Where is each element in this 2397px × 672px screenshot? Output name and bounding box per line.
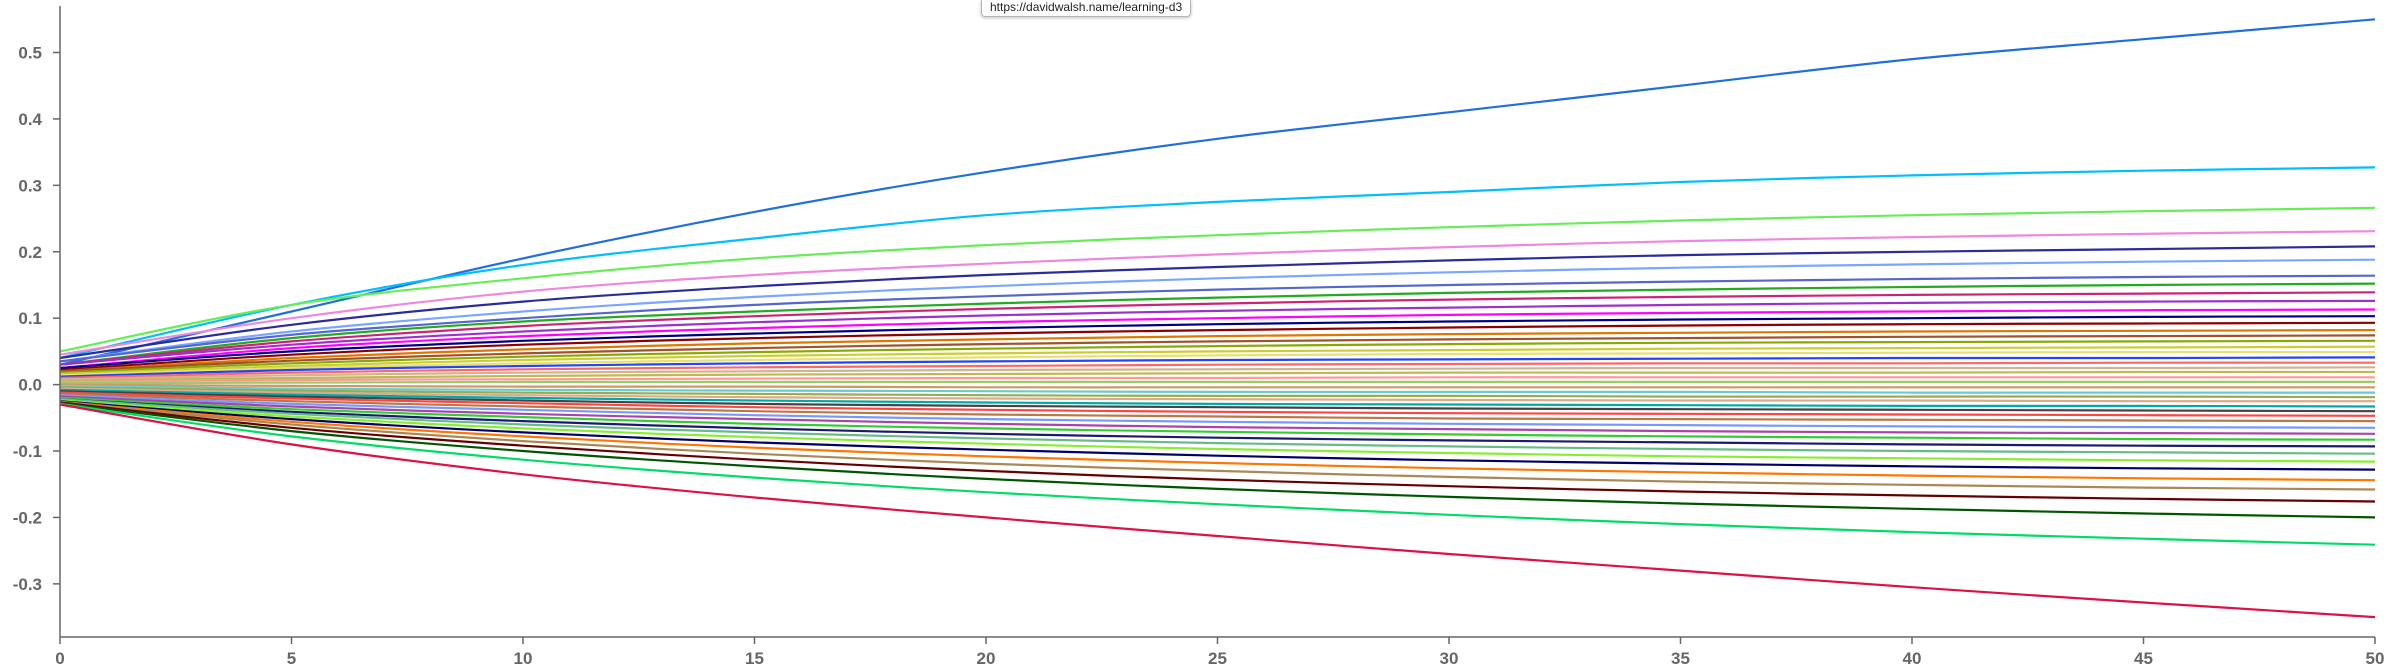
series-line-44 [59, 402, 2376, 546]
series-line-39 [59, 400, 2376, 471]
x-tick-label: 25 [1208, 649, 1227, 668]
y-tick-label: 0.3 [18, 176, 42, 195]
series-line-2 [59, 166, 2376, 360]
axes: 0 5 10 15 20 25 30 35 40 45 50 -0.3 -0.2 -0.1 0.0 0.1 0.… [13, 6, 2385, 668]
x-tick-label: 40 [1903, 649, 1922, 668]
series-line-25 [59, 383, 2375, 389]
x-tick-label: 30 [1440, 649, 1459, 668]
series-line-18 [59, 350, 2376, 377]
series-line-6 [59, 258, 2376, 363]
series-line-10 [59, 299, 2376, 366]
y-tick-label: 0.5 [18, 43, 42, 62]
series-line-16 [59, 339, 2376, 374]
series-line-14 [59, 329, 2376, 373]
series-line-7 [59, 274, 2376, 363]
series-line-12 [59, 315, 2376, 370]
url-tooltip: https://davidwalsh.name/learning-d3 [981, 0, 1192, 17]
series-line-30 [59, 390, 2376, 413]
x-tick-label: 5 [287, 649, 296, 668]
series-line-43 [59, 402, 2376, 519]
series-line-15 [59, 334, 2376, 373]
x-tick-label: 50 [2366, 649, 2385, 668]
series-line-11 [59, 308, 2376, 370]
series-line-24 [59, 380, 2375, 385]
y-tick-label: -0.1 [13, 442, 42, 461]
series-line-29 [59, 388, 2376, 408]
series-lines [59, 18, 2376, 619]
series-line-8 [59, 282, 2376, 366]
x-tick-label: 20 [977, 649, 996, 668]
series-line-20 [59, 361, 2376, 380]
series-line-21 [59, 366, 2376, 381]
series-line-35 [59, 396, 2376, 441]
series-line-1 [59, 18, 2376, 366]
series-line-32 [59, 392, 2376, 423]
series-line-38 [59, 399, 2376, 463]
series-line-13 [59, 321, 2376, 372]
x-tick-label: 15 [745, 649, 764, 668]
x-tick-label: 45 [2134, 649, 2153, 668]
y-tick-label: 0.4 [18, 110, 42, 129]
series-line-37 [59, 398, 2376, 455]
series-line-41 [59, 400, 2376, 491]
series-line-23 [59, 376, 2375, 383]
x-tick-label: 10 [514, 649, 533, 668]
y-tick-label: 0.2 [18, 243, 42, 262]
series-line-33 [59, 394, 2376, 429]
series-line-3 [59, 206, 2376, 353]
series-line-27 [59, 386, 2376, 399]
y-tick-label: 0.1 [18, 309, 42, 328]
x-tick-label: 0 [55, 649, 64, 668]
series-line-36 [59, 398, 2376, 448]
series-line-34 [59, 395, 2376, 435]
series-line-26 [59, 384, 2375, 394]
y-tick-label: -0.2 [13, 508, 42, 527]
series-line-40 [59, 400, 2376, 482]
series-line-45 [59, 403, 2376, 619]
x-tick-label: 35 [1671, 649, 1690, 668]
y-tick-label: -0.3 [13, 575, 42, 594]
series-line-31 [59, 391, 2376, 417]
series-line-5 [59, 245, 2376, 360]
series-line-19 [59, 356, 2376, 378]
series-line-42 [59, 401, 2376, 503]
series-line-4 [59, 230, 2376, 356]
y-tick-label: 0.0 [18, 376, 42, 395]
series-line-9 [59, 291, 2376, 366]
series-line-17 [59, 345, 2376, 376]
series-line-28 [59, 387, 2376, 403]
series-line-22 [59, 370, 2376, 382]
